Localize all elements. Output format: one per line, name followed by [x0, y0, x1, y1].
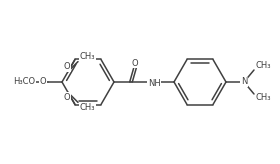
Text: CH₃: CH₃ [256, 93, 272, 102]
Text: CH₃: CH₃ [80, 52, 95, 61]
Text: O: O [64, 93, 70, 102]
Text: O: O [132, 59, 138, 68]
Text: O: O [64, 62, 70, 71]
Text: H₃CO: H₃CO [13, 78, 35, 86]
Text: NH: NH [148, 79, 161, 88]
Text: O: O [39, 78, 46, 86]
Text: CH₃: CH₃ [256, 62, 272, 71]
Text: CH₃: CH₃ [80, 103, 95, 112]
Text: N: N [241, 78, 247, 86]
